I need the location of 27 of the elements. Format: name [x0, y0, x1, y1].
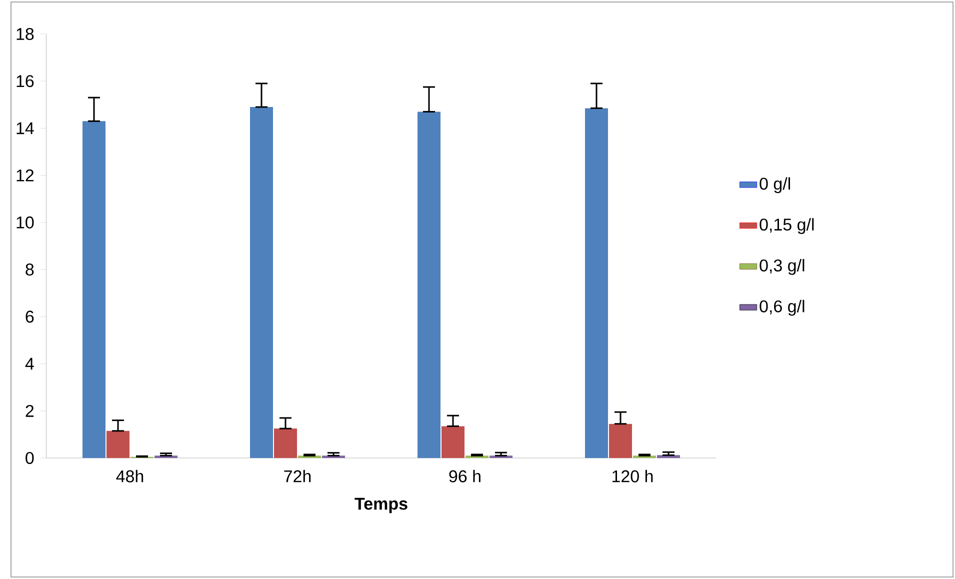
x-tick-label: 96 h [449, 470, 480, 482]
y-tick-label: 0 [26, 452, 34, 464]
x-tick-label: 120 h [612, 470, 653, 482]
bar [106, 430, 130, 458]
y-tick-label: 2 [26, 404, 34, 417]
y-tick-label: 10 [16, 216, 34, 228]
x-tick-label: 72h [284, 470, 311, 482]
bar [442, 426, 465, 458]
y-tick-label: 16 [16, 75, 34, 88]
x-axis-title: Temps [354, 498, 408, 514]
bar [82, 121, 106, 458]
bar [250, 107, 274, 458]
bar [274, 428, 298, 458]
bar [609, 424, 632, 458]
legend-label: 0,3 g/l [760, 259, 804, 275]
legend-label: 0 g/l [760, 177, 790, 194]
y-tick-label: 14 [16, 122, 34, 134]
y-tick-label: 12 [16, 169, 34, 182]
y-tick-label: 6 [26, 310, 34, 323]
bar [418, 112, 440, 458]
legend-label: 0,15 g/l [760, 218, 814, 234]
y-tick-label: 18 [16, 28, 34, 40]
x-tick-label: 48h [116, 470, 144, 482]
y-tick-label: 4 [25, 358, 34, 370]
bar [585, 108, 608, 458]
legend-label: 0,6 g/l [760, 300, 804, 316]
y-tick-label: 8 [26, 264, 34, 276]
